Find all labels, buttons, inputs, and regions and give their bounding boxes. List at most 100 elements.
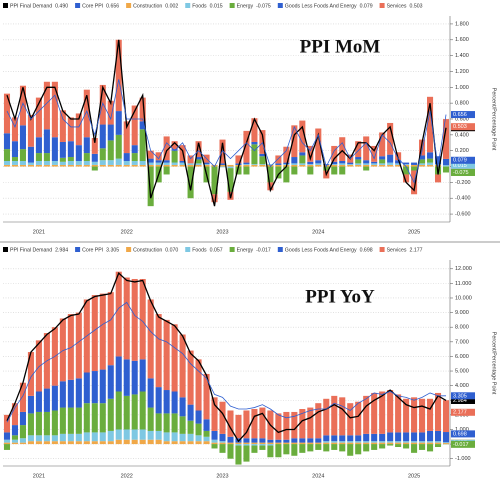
bar-segment	[251, 142, 257, 144]
bar-segment	[227, 165, 233, 167]
legend-label: Goods Less Foods And Energy	[285, 3, 357, 9]
bar-segment	[283, 412, 289, 440]
bar-segment	[52, 386, 58, 411]
bar-segment	[52, 161, 58, 165]
bar-segment	[443, 442, 449, 443]
bar-segment	[235, 443, 241, 444]
bar-segment	[132, 165, 138, 167]
legend-value: 0.079	[360, 3, 373, 9]
bar-segment	[403, 443, 409, 444]
bar-segment	[355, 443, 361, 444]
bar-segment	[371, 443, 377, 444]
bar-segment	[411, 397, 417, 432]
x-tick-label: 2025	[408, 229, 420, 235]
bar-segment	[219, 167, 225, 168]
bar-segment	[395, 444, 401, 447]
bar-segment	[44, 165, 50, 167]
bar-segment	[140, 165, 146, 167]
bar-segment	[291, 157, 297, 163]
bar-segment	[307, 165, 313, 167]
bar-segment	[435, 444, 441, 447]
bar-segment	[387, 443, 393, 444]
bar-segment	[387, 432, 393, 441]
bar-segment	[315, 163, 321, 165]
bar-segment	[363, 396, 369, 434]
bar-segment	[36, 165, 42, 167]
bar-segment	[20, 412, 26, 425]
bar-segment	[100, 165, 106, 167]
bar-segment	[116, 135, 122, 159]
bar-segment	[116, 356, 122, 391]
bar-segment	[196, 441, 202, 444]
y-tick-label: 1.000	[455, 85, 469, 91]
bar-segment	[4, 444, 10, 450]
bar-segment	[84, 161, 90, 165]
bar-segment	[291, 163, 297, 165]
bar-segment	[196, 359, 202, 410]
bar-segment	[140, 279, 146, 359]
bar-segment	[315, 438, 321, 442]
bar-segment	[12, 435, 18, 439]
bar-segment	[76, 441, 82, 444]
y-tick-label: 0.800	[455, 101, 469, 107]
bar-segment	[363, 160, 369, 163]
bar-segment	[307, 162, 313, 164]
legend-swatch	[3, 247, 8, 252]
bar-segment	[251, 446, 257, 453]
legend-swatch	[230, 247, 235, 252]
bar-segment	[339, 163, 345, 165]
bar-segment	[331, 167, 337, 175]
bar-segment	[4, 432, 10, 439]
bar-segment	[188, 351, 194, 405]
y-axis-label: Percent/Percentage Point	[491, 332, 497, 395]
bar-segment	[132, 153, 138, 161]
bar-segment	[92, 432, 98, 441]
legend-label: Services	[387, 3, 407, 9]
bar-segment	[156, 440, 162, 444]
legend-swatch	[3, 3, 8, 8]
bar-segment	[100, 403, 106, 432]
y-tick-label: -0.600	[455, 212, 471, 218]
bar-segment	[283, 440, 289, 443]
bar-segment	[411, 167, 417, 171]
bar-segment	[4, 133, 10, 149]
bar-segment	[307, 164, 313, 165]
bar-segment	[12, 443, 18, 444]
bar-segment	[188, 434, 194, 441]
bar-segment	[315, 165, 321, 167]
bar-segment	[267, 444, 273, 445]
bar-segment	[172, 324, 178, 391]
y-tick-label: 0.400	[455, 132, 469, 138]
bar-segment	[108, 140, 114, 160]
bar-segment	[419, 165, 425, 167]
bar-segment	[435, 431, 441, 441]
bar-segment	[315, 403, 321, 438]
bar-segment	[267, 440, 273, 443]
bar-segment	[307, 167, 313, 175]
bar-segment	[419, 399, 425, 433]
bar-segment	[44, 435, 50, 441]
bar-segment	[211, 443, 217, 444]
bar-segment	[323, 441, 329, 442]
y-tick-label: 12.000	[455, 266, 472, 272]
bar-segment	[36, 153, 42, 161]
bar-segment	[219, 443, 225, 444]
bar-segment	[84, 165, 90, 167]
bar-segment	[116, 391, 122, 429]
bar-segment	[124, 161, 130, 165]
legend-value: 0.656	[106, 3, 119, 9]
bar-segment	[387, 155, 393, 163]
bar-segment	[172, 151, 178, 163]
bar-segment	[387, 163, 393, 165]
legend-swatch	[126, 3, 131, 8]
bar-segment	[411, 443, 417, 444]
bar-segment	[259, 438, 265, 442]
bar-segment	[76, 408, 82, 434]
bar-segment	[275, 163, 281, 165]
legend-swatch	[278, 3, 283, 8]
legend-swatch	[278, 247, 283, 252]
y-tick-label: -1.000	[455, 456, 471, 462]
bar-segment	[379, 163, 385, 165]
bar-segment	[283, 444, 289, 454]
bar-segment	[347, 441, 353, 442]
